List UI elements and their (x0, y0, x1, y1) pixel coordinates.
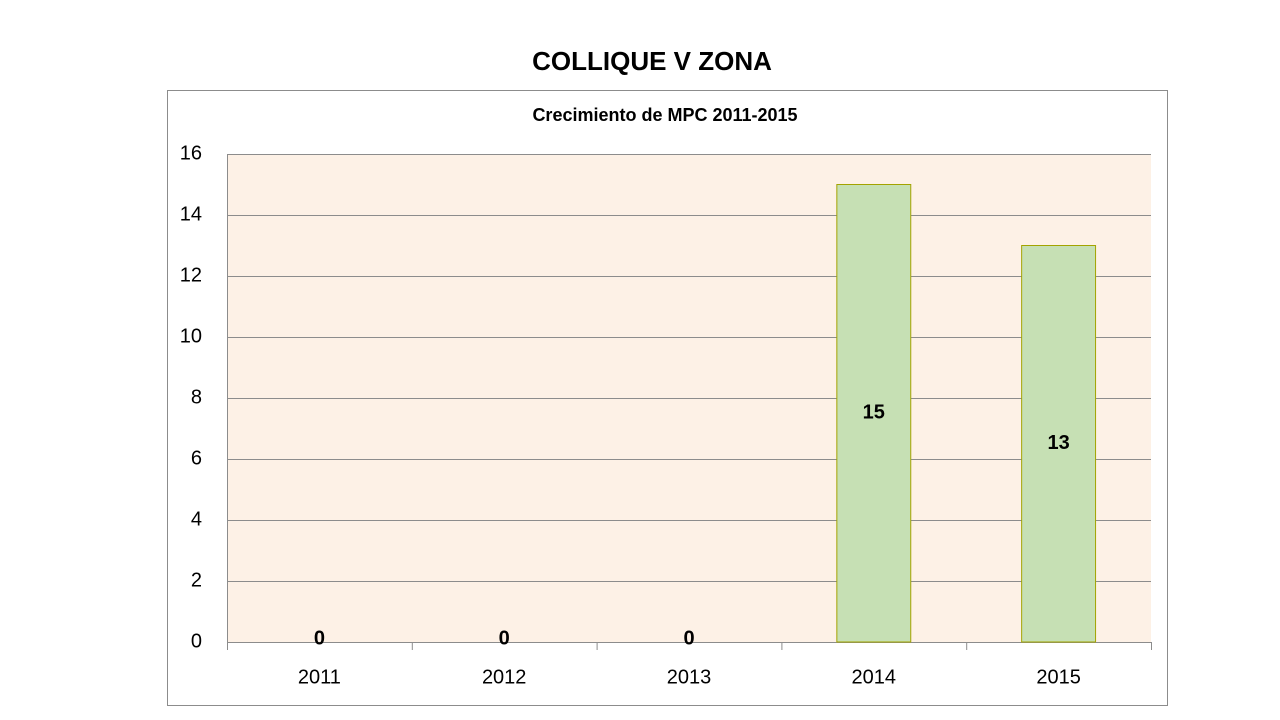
y-tick-label: 10 (180, 325, 202, 347)
x-tick-label: 2014 (852, 666, 897, 688)
y-tick-label: 16 (180, 142, 202, 164)
bar (836, 184, 912, 643)
y-tick-label: 2 (191, 569, 202, 591)
x-tick-label: 2012 (482, 666, 527, 688)
y-tick-label: 0 (191, 630, 202, 652)
data-label: 13 (1047, 432, 1069, 454)
y-tick-label: 8 (191, 386, 202, 408)
bar (1021, 245, 1097, 643)
chart-title: Crecimiento de MPC 2011-2015 (532, 105, 797, 125)
y-tick-label: 6 (191, 447, 202, 469)
x-tick-label: 2013 (667, 666, 712, 688)
slide-title: COLLIQUE V ZONA (532, 46, 772, 76)
data-label: 15 (863, 402, 885, 424)
x-tick-label: 2011 (298, 666, 341, 688)
x-tick-label: 2015 (1036, 666, 1081, 688)
y-tick-label: 14 (180, 203, 202, 225)
data-label: 0 (683, 627, 694, 649)
y-tick-label: 4 (191, 508, 202, 530)
data-label: 0 (499, 627, 510, 649)
y-tick-label: 12 (180, 264, 202, 286)
data-label: 0 (314, 627, 325, 649)
